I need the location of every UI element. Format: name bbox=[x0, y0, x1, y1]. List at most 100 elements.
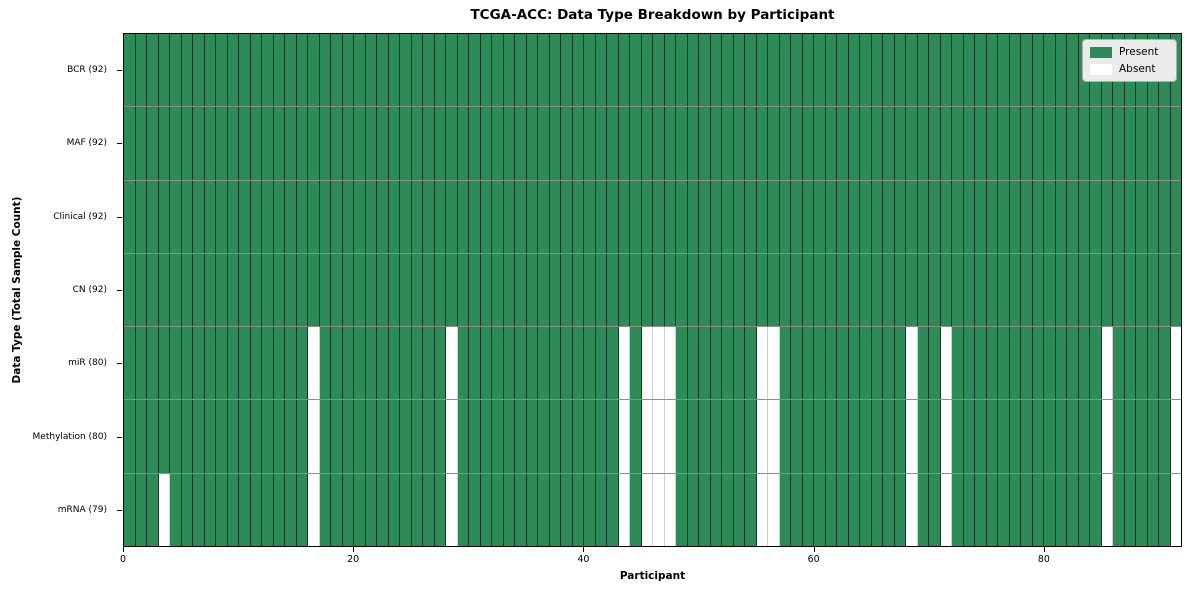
heatmap-cell bbox=[377, 253, 389, 327]
heatmap-cell bbox=[204, 473, 216, 546]
heatmap-cell bbox=[975, 253, 987, 327]
heatmap-cell bbox=[308, 253, 320, 327]
heatmap-cell bbox=[285, 180, 297, 253]
heatmap-cell bbox=[296, 400, 308, 473]
heatmap-cell bbox=[699, 473, 711, 546]
heatmap-cell bbox=[365, 180, 377, 253]
heatmap-cell bbox=[699, 34, 711, 107]
heatmap-cell bbox=[1009, 473, 1021, 546]
heatmap-cell bbox=[676, 253, 688, 327]
heatmap-cell bbox=[722, 473, 734, 546]
heatmap-row-miR bbox=[124, 327, 1181, 401]
heatmap-cell bbox=[515, 180, 527, 253]
heatmap-cell bbox=[515, 327, 527, 400]
heatmap-cell bbox=[285, 34, 297, 107]
heatmap-cell bbox=[837, 327, 849, 400]
heatmap-cell bbox=[469, 473, 481, 546]
heatmap-cell bbox=[377, 34, 389, 107]
heatmap-cell bbox=[825, 180, 837, 253]
heatmap-cell bbox=[906, 473, 918, 546]
heatmap-cell bbox=[607, 327, 619, 400]
x-tick-mark bbox=[1043, 547, 1045, 552]
heatmap-cell bbox=[400, 180, 412, 253]
heatmap-cell bbox=[618, 400, 630, 473]
heatmap-cell bbox=[549, 400, 561, 473]
heatmap-cell bbox=[216, 400, 228, 473]
heatmap-cell bbox=[170, 253, 182, 327]
heatmap-cell bbox=[906, 253, 918, 327]
heatmap-cell bbox=[952, 253, 964, 327]
heatmap-cell bbox=[975, 473, 987, 546]
heatmap-cell bbox=[1009, 180, 1021, 253]
heatmap-cell bbox=[308, 400, 320, 473]
heatmap-cell bbox=[170, 473, 182, 546]
heatmap-cell bbox=[1055, 400, 1067, 473]
heatmap-cell bbox=[618, 180, 630, 253]
heatmap-cell bbox=[940, 253, 952, 327]
heatmap-cell bbox=[733, 180, 745, 253]
heatmap-cell bbox=[480, 473, 492, 546]
heatmap-cell bbox=[250, 180, 262, 253]
heatmap-cell bbox=[227, 107, 239, 180]
heatmap-cell bbox=[342, 327, 354, 400]
heatmap-cell bbox=[917, 327, 929, 400]
heatmap-cell bbox=[687, 327, 699, 400]
heatmap-cell bbox=[124, 34, 136, 107]
heatmap-cell bbox=[710, 180, 722, 253]
heatmap-cell bbox=[538, 34, 550, 107]
heatmap-cell bbox=[135, 400, 147, 473]
heatmap-cell bbox=[423, 180, 435, 253]
heatmap-cell bbox=[1101, 327, 1113, 400]
heatmap-cell bbox=[676, 107, 688, 180]
heatmap-cell bbox=[1101, 180, 1113, 253]
y-tick-mark bbox=[117, 510, 122, 511]
heatmap-cell bbox=[239, 34, 251, 107]
heatmap-cell bbox=[779, 107, 791, 180]
heatmap-cell bbox=[434, 107, 446, 180]
heatmap-cell bbox=[561, 327, 573, 400]
heatmap-cell bbox=[756, 473, 768, 546]
heatmap-cell bbox=[791, 180, 803, 253]
heatmap-row-MAF bbox=[124, 107, 1181, 181]
heatmap-cell bbox=[756, 327, 768, 400]
heatmap-cell bbox=[687, 400, 699, 473]
heatmap-cell bbox=[135, 327, 147, 400]
legend-label-present: Present bbox=[1119, 46, 1159, 58]
heatmap-cell bbox=[641, 34, 653, 107]
heatmap-cell bbox=[848, 34, 860, 107]
heatmap-row-Methylation bbox=[124, 400, 1181, 474]
heatmap-cell bbox=[239, 400, 251, 473]
heatmap-cell bbox=[768, 400, 780, 473]
heatmap-cell bbox=[204, 253, 216, 327]
heatmap-cell bbox=[204, 107, 216, 180]
heatmap-cell bbox=[434, 473, 446, 546]
heatmap-cell bbox=[722, 400, 734, 473]
heatmap-cell bbox=[1055, 34, 1067, 107]
x-tick-label: 80 bbox=[1037, 554, 1050, 565]
chart-title: TCGA-ACC: Data Type Breakdown by Partici… bbox=[470, 7, 835, 23]
legend: Present Absent bbox=[1082, 39, 1177, 82]
heatmap-cell bbox=[158, 107, 170, 180]
heatmap-cell bbox=[273, 34, 285, 107]
heatmap-cell bbox=[1101, 473, 1113, 546]
heatmap-cell bbox=[262, 327, 274, 400]
legend-entry-absent: Absent bbox=[1090, 63, 1168, 75]
heatmap-cell bbox=[480, 107, 492, 180]
heatmap-cell bbox=[342, 253, 354, 327]
heatmap-cell bbox=[319, 180, 331, 253]
heatmap-cell bbox=[526, 180, 538, 253]
heatmap-cell bbox=[1136, 473, 1148, 546]
heatmap-cell bbox=[791, 34, 803, 107]
heatmap-cell bbox=[814, 253, 826, 327]
heatmap-cell bbox=[618, 327, 630, 400]
x-axis-title: Participant bbox=[619, 570, 686, 582]
heatmap-cell bbox=[1055, 327, 1067, 400]
heatmap-cell bbox=[285, 473, 297, 546]
heatmap-cell bbox=[296, 253, 308, 327]
heatmap-cell bbox=[745, 180, 757, 253]
heatmap-cell bbox=[503, 34, 515, 107]
heatmap-cell bbox=[595, 34, 607, 107]
heatmap-cell bbox=[572, 400, 584, 473]
heatmap-cell bbox=[584, 327, 596, 400]
heatmap-cell bbox=[802, 327, 814, 400]
